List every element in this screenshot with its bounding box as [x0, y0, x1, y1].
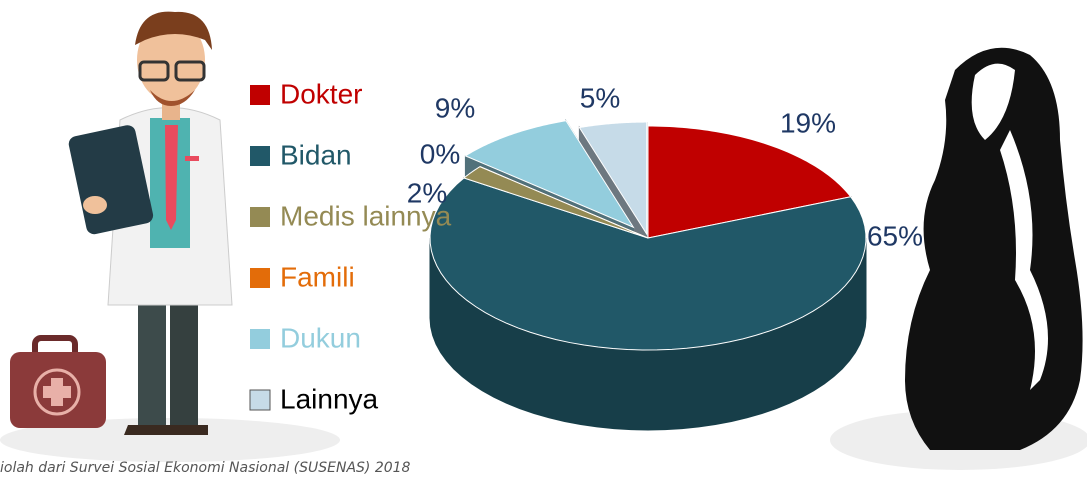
legend-label: Lainnya — [280, 383, 379, 414]
legend-label: Dukun — [280, 322, 361, 353]
value-label: 65% — [867, 220, 923, 251]
legend-swatch — [250, 146, 270, 166]
legend-swatch — [250, 390, 270, 410]
medkit-icon — [10, 338, 106, 428]
pie-chart — [430, 121, 866, 430]
infographic: 19%65%2%0%9%5% DokterBidanMedis lainnyaF… — [0, 0, 1087, 484]
legend-label: Medis lainnya — [280, 200, 452, 231]
legend-swatch — [250, 329, 270, 349]
legend-label: Bidan — [280, 139, 352, 170]
source-note: iolah dari Survei Sosial Ekonomi Nasiona… — [0, 460, 411, 476]
legend-swatch — [250, 85, 270, 105]
legend-swatch — [250, 268, 270, 288]
woman-silhouette — [905, 48, 1083, 450]
value-label: 0% — [420, 138, 460, 169]
value-label: 5% — [580, 82, 620, 113]
value-label: 9% — [435, 92, 475, 123]
legend-label: Famili — [280, 261, 355, 292]
value-label: 19% — [780, 107, 836, 138]
legend-swatch — [250, 207, 270, 227]
legend: Dokter Bidan Medis lainnya Famili Dukun Lainn… — [250, 78, 452, 414]
legend-label: Dokter — [280, 78, 362, 109]
